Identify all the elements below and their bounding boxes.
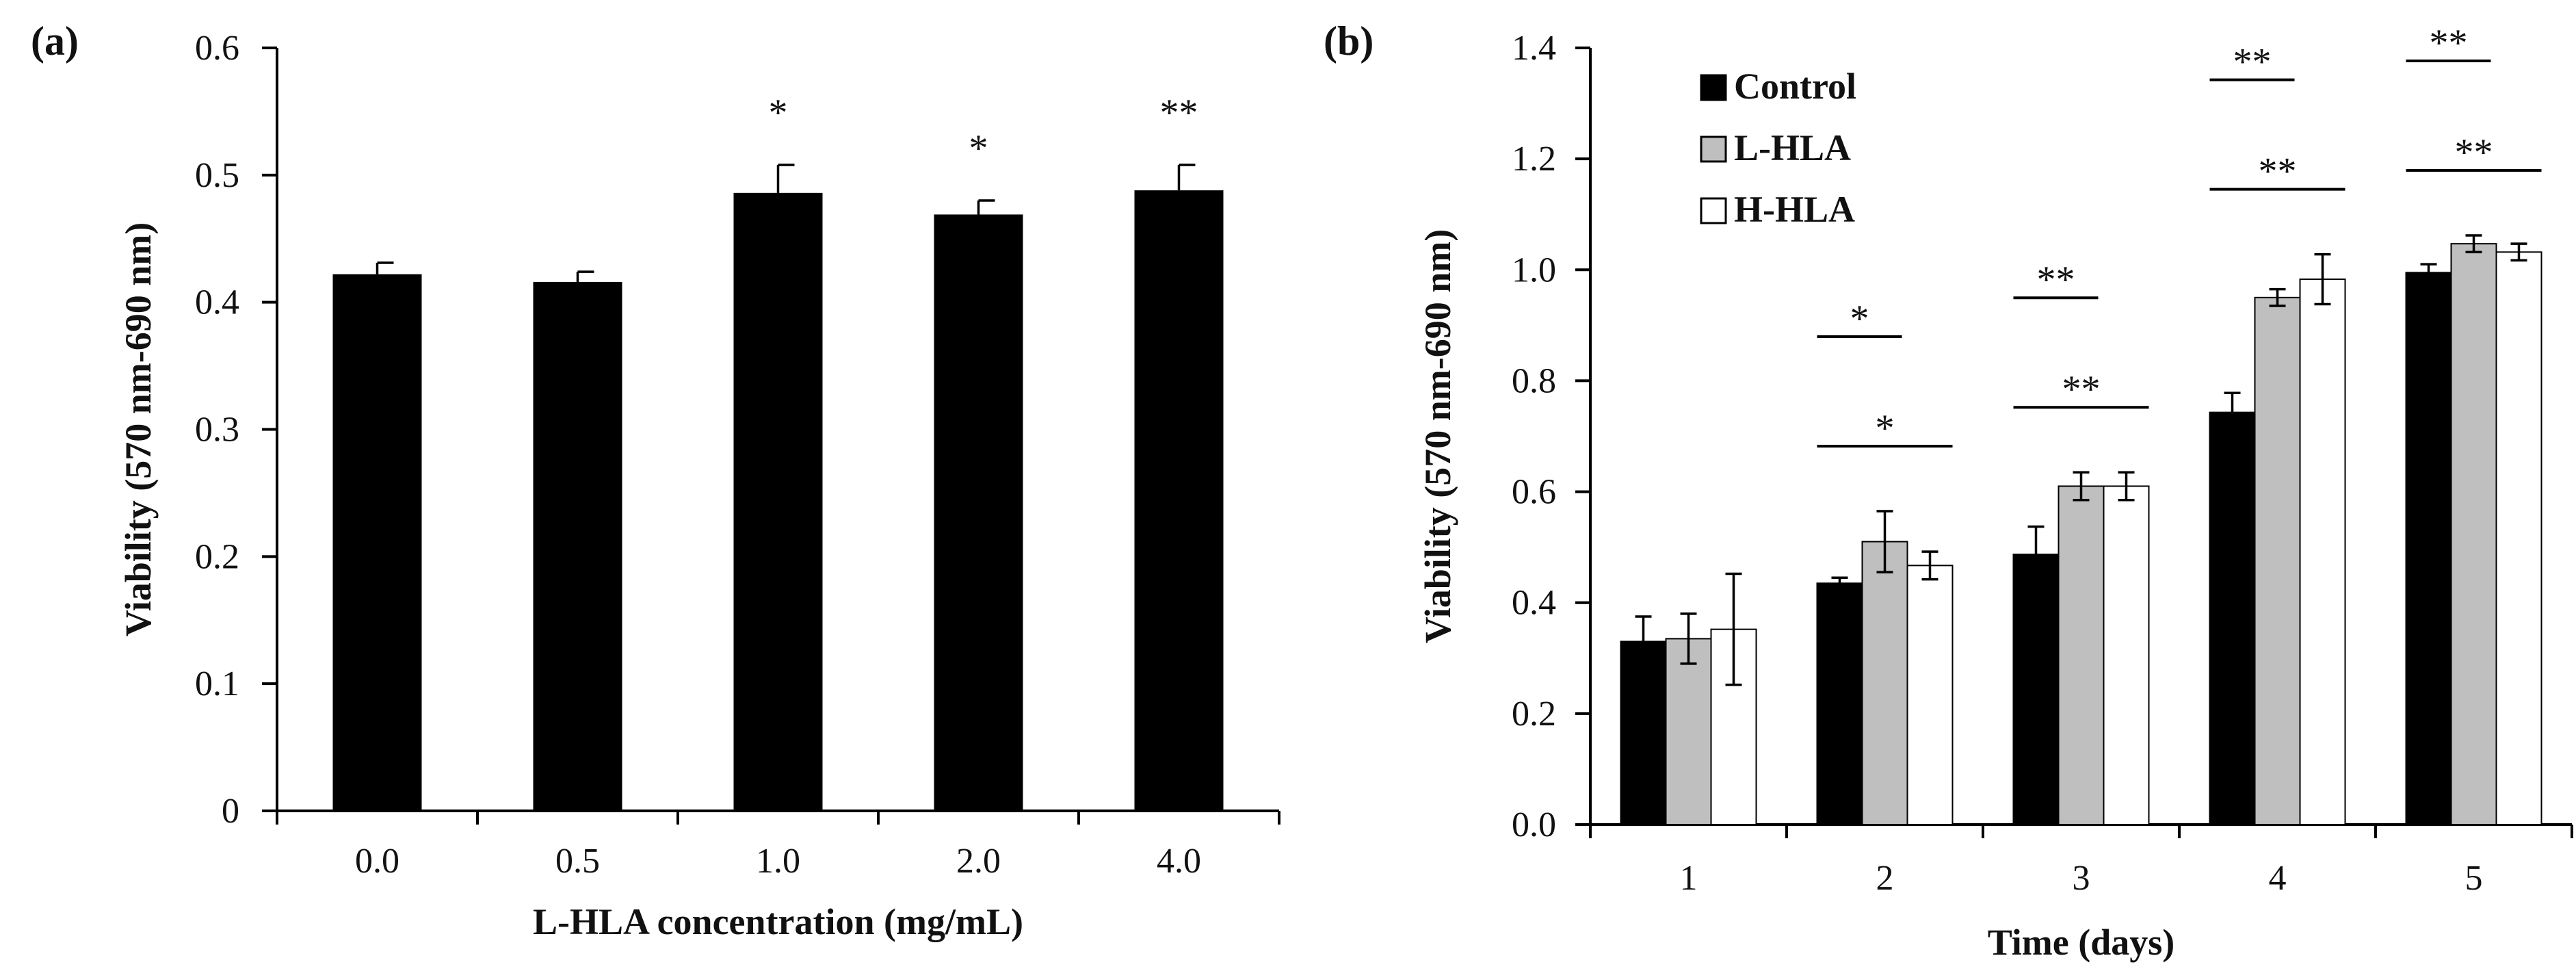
x-tick-label: 0.0 — [355, 842, 399, 881]
bar-0.5 — [533, 281, 622, 811]
bar-h-hla-day-5 — [2495, 251, 2542, 826]
y-tick-label: 0.1 — [195, 664, 239, 703]
y-tick-label: 0.6 — [1512, 473, 1556, 512]
panel-b: (b)0.00.20.40.60.81.01.21.41 2 3 4 5********… — [1324, 18, 2573, 963]
legend-label-h-hla: H-HLA — [1734, 189, 1855, 230]
y-tick-label: 0.2 — [1512, 695, 1556, 734]
legend: Control L-HLA H-HLA — [1700, 66, 1856, 230]
x-tick-label: 2 — [1876, 859, 1894, 898]
legend-swatch-l-hla — [1700, 135, 1727, 163]
bar-h-hla-day-4 — [2299, 279, 2346, 825]
significance-label: * — [769, 92, 788, 134]
x-axis-title: Time (days) — [1988, 922, 2175, 963]
bar-control-day-4 — [2209, 411, 2256, 825]
bar-h-hla-day-3 — [2103, 485, 2150, 825]
x-tick-label: 4.0 — [1157, 842, 1201, 881]
bar-control-day-2 — [1816, 582, 1863, 825]
y-tick-label: 1.0 — [1512, 250, 1556, 289]
panel-a: (a) 0 0.1 0.2 0.3 0.4 0.5 0.6 0.0 0.5 1.0 * 2.0 * 4.0 *… — [31, 18, 1280, 942]
y-tick-label: 1.2 — [1512, 140, 1556, 179]
x-tick-label: 2.0 — [956, 842, 1001, 881]
x-tick-label: 1 — [1680, 859, 1698, 898]
y-tick-label: 0.8 — [1512, 361, 1556, 400]
y-tick-label: 1.4 — [1512, 29, 1556, 68]
x-tick-label: 1.0 — [756, 842, 800, 881]
y-axis-title: Viability (570 nm-690 nm) — [118, 222, 159, 637]
x-axis-title: L-HLA concentration (mg/mL) — [533, 901, 1023, 942]
bar-control-day-5 — [2405, 272, 2452, 825]
y-tick-label: 0 — [222, 792, 239, 831]
legend-swatch-h-hla — [1700, 197, 1727, 224]
bar-4.0 — [1134, 190, 1224, 812]
x-tick-label: 5 — [2465, 859, 2483, 898]
bar-l-hla-day-1 — [1665, 638, 1712, 825]
legend-label-l-hla: L-HLA — [1734, 127, 1851, 168]
y-tick-label: 0.6 — [195, 29, 239, 68]
x-tick-label: 0.5 — [555, 842, 600, 881]
significance-label: ** — [2037, 259, 2075, 301]
bar-l-hla-day-4 — [2254, 296, 2301, 826]
significance-label: * — [969, 127, 988, 170]
significance-label: * — [1850, 298, 1869, 340]
significance-label: ** — [2430, 22, 2468, 64]
y-tick-label: 0.4 — [195, 283, 239, 322]
bar-l-hla-day-2 — [1861, 541, 1908, 825]
y-tick-label: 0.0 — [1512, 805, 1556, 844]
bar-2.0 — [934, 214, 1023, 812]
x-tick-label: 4 — [2269, 859, 2287, 898]
bar-control-day-1 — [1620, 640, 1667, 825]
significance-label: ** — [2062, 368, 2101, 411]
legend-swatch-control — [1700, 74, 1727, 101]
y-tick-label: 0.4 — [1512, 584, 1556, 623]
significance-label: ** — [1160, 92, 1198, 134]
significance-label: ** — [2259, 151, 2297, 193]
x-tick-label: 3 — [2073, 859, 2090, 898]
bar-control-day-3 — [2012, 554, 2060, 825]
bar-l-hla-day-5 — [2450, 243, 2497, 825]
significance-label: ** — [2233, 41, 2272, 83]
significance-label: * — [1876, 407, 1895, 450]
bar-h-hla-day-2 — [1906, 565, 1954, 825]
y-tick-label: 0.2 — [195, 537, 239, 576]
legend-label-control: Control — [1734, 66, 1856, 107]
y-tick-label: 0.3 — [195, 411, 239, 450]
y-tick-label: 0.5 — [195, 156, 239, 195]
panel-label-b: (b) — [1324, 18, 1374, 64]
y-axis-title: Viability (570 nm-690 nm) — [1417, 229, 1458, 644]
significance-label: ** — [2455, 131, 2493, 174]
bar-0.0 — [332, 274, 422, 811]
bar-l-hla-day-3 — [2058, 485, 2105, 825]
bar-1.0 — [733, 192, 823, 812]
panel-label-a: (a) — [31, 18, 79, 64]
